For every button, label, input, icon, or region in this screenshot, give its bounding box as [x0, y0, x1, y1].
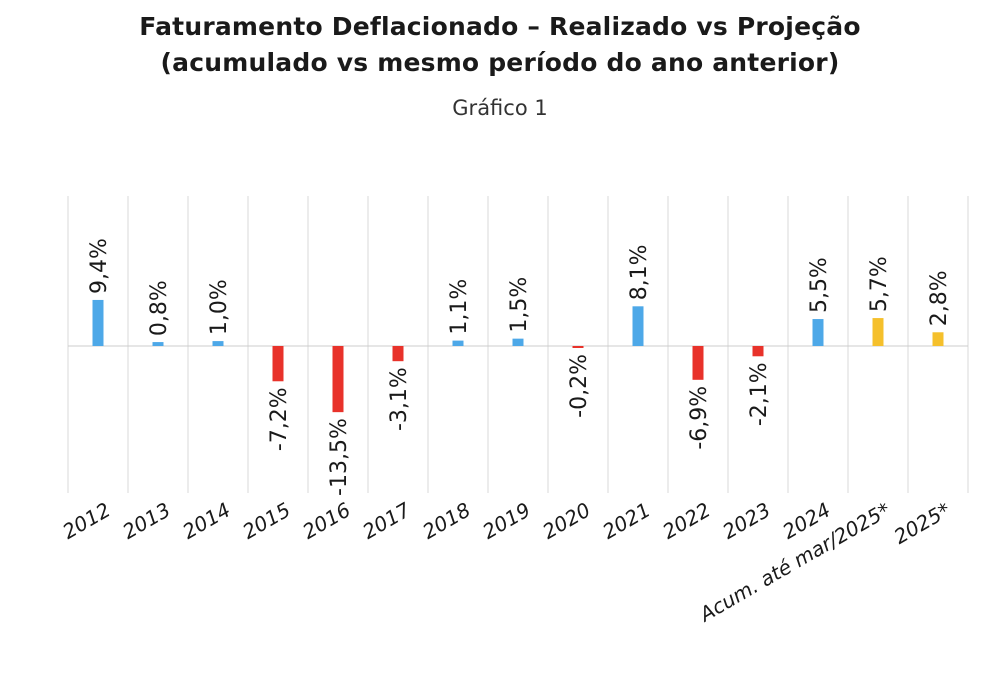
data-label: -0,2%	[567, 354, 592, 418]
bar	[572, 346, 584, 348]
chart-title-line1: Faturamento Deflacionado – Realizado vs …	[139, 12, 861, 41]
category-label: 2015	[238, 498, 294, 544]
data-label: -2,1%	[747, 362, 772, 426]
category-label: 2012	[58, 498, 114, 544]
bar	[212, 341, 224, 346]
bar	[452, 340, 464, 346]
bar	[92, 299, 104, 346]
category-label: 2025*	[890, 498, 955, 549]
data-label: 5,5%	[807, 257, 832, 313]
category-label: 2022	[658, 498, 714, 544]
bar	[872, 318, 884, 346]
data-label: 1,0%	[207, 279, 232, 335]
category-label: 2013	[118, 498, 174, 544]
category-label: 2017	[358, 497, 414, 543]
data-label: 9,4%	[87, 238, 112, 294]
bar	[812, 319, 824, 346]
chart-subtitle: Gráfico 1	[452, 96, 548, 120]
bar	[932, 332, 944, 346]
data-label: 0,8%	[147, 280, 172, 336]
data-label: -6,9%	[687, 386, 712, 450]
category-label: 2018	[418, 498, 474, 544]
category-label: 2021	[598, 498, 654, 544]
data-label: -7,2%	[267, 387, 292, 451]
data-label: 2,8%	[927, 270, 952, 326]
chart-title-line2: (acumulado vs mesmo período do ano anter…	[160, 48, 840, 77]
data-label: -13,5%	[327, 418, 352, 496]
data-label: 5,7%	[867, 256, 892, 312]
bar	[752, 346, 764, 357]
data-label: 1,1%	[447, 279, 472, 335]
data-label: -3,1%	[387, 367, 412, 431]
category-label: 2020	[538, 498, 594, 544]
category-label: 2019	[478, 498, 534, 544]
bar	[332, 346, 344, 413]
data-label: 1,5%	[507, 277, 532, 333]
data-label: 8,1%	[627, 244, 652, 300]
bar	[632, 306, 644, 346]
bar	[512, 338, 524, 346]
bar	[392, 346, 404, 362]
bar	[692, 346, 704, 380]
bar	[152, 342, 164, 346]
category-label: 2014	[178, 498, 234, 544]
category-label: 2016	[298, 498, 354, 544]
bar	[272, 346, 284, 382]
category-label: 2023	[718, 498, 774, 544]
